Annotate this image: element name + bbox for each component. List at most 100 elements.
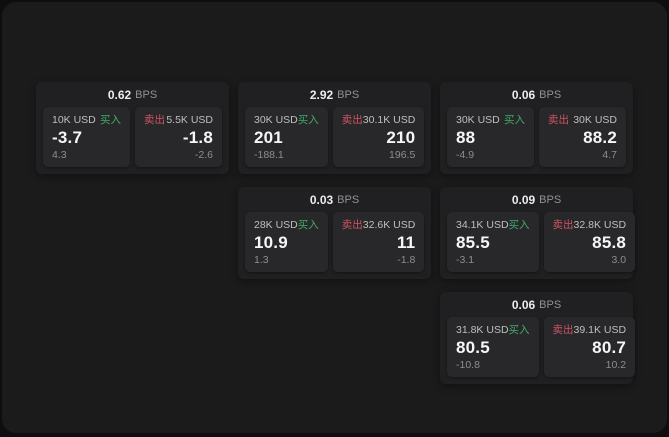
card-header: 2.92 BPS: [238, 82, 431, 107]
card-header: 0.62 BPS: [36, 82, 229, 107]
buy-quote-panel[interactable]: 34.1K USD 买入 85.5 -3.1: [447, 212, 539, 272]
sell-amount: 32.6K USD: [362, 219, 416, 231]
buy-side-label: 买入: [508, 324, 530, 336]
buy-amount: 30K USD: [254, 114, 298, 126]
buy-price: 80.5: [456, 338, 490, 357]
sell-quote-panel[interactable]: 卖出 5.5K USD -1.8 -2.6: [135, 107, 222, 167]
bps-value: 2.92: [309, 87, 334, 102]
buy-quote-panel[interactable]: 31.8K USD 买入 80.5 -10.8: [447, 317, 539, 377]
sell-price: 80.7: [592, 338, 627, 357]
sell-quote-panel[interactable]: 卖出 32.8K USD 85.8 3.0: [543, 212, 636, 272]
buy-quote-panel[interactable]: 30K USD 买入 201 -188.1: [245, 107, 328, 167]
buy-panel-top: 28K USD 买入: [254, 219, 319, 231]
sell-price: -1.8: [182, 128, 213, 147]
sell-panel-top: 卖出 30.1K USD: [342, 114, 416, 126]
bps-value: 0.62: [107, 87, 132, 102]
buy-amount: 30K USD: [456, 114, 500, 126]
card-body: 34.1K USD 买入 85.5 -3.1 卖出 32.8K USD 85.8…: [447, 212, 636, 272]
sell-quote-panel[interactable]: 卖出 32.6K USD 11 -1.8: [332, 212, 425, 272]
sell-price: 11: [396, 233, 416, 252]
buy-price: -3.7: [52, 128, 83, 147]
buy-change: 1.3: [254, 254, 269, 266]
buy-side-label: 买入: [100, 114, 121, 126]
bps-value: 0.03: [309, 192, 334, 207]
bps-unit-label: BPS: [539, 298, 562, 311]
sell-change: 4.7: [602, 149, 617, 161]
sell-panel-top: 卖出 30K USD: [548, 114, 617, 126]
card-body: 30K USD 买入 201 -188.1 卖出 30.1K USD 210 1…: [245, 107, 425, 167]
bps-quote-card: 0.09 BPS 34.1K USD 买入 85.5 -3.1 卖出 32.8K…: [440, 187, 636, 279]
sell-side-label: 卖出: [548, 114, 569, 126]
buy-side-label: 买入: [508, 219, 530, 231]
sell-side-label: 卖出: [144, 114, 165, 126]
bps-unit-label: BPS: [539, 88, 562, 101]
card-header: 0.06 BPS: [440, 292, 633, 317]
buy-change: -4.9: [456, 149, 475, 161]
buy-panel-top: 34.1K USD 买入: [456, 219, 530, 231]
buy-side-label: 买入: [297, 219, 319, 231]
sell-quote-panel[interactable]: 卖出 30.1K USD 210 196.5: [332, 107, 425, 167]
sell-panel-top: 卖出 32.6K USD: [342, 219, 416, 231]
sell-change: 3.0: [611, 254, 627, 266]
buy-panel-top: 10K USD 买入: [52, 114, 121, 126]
sell-side-label: 卖出: [552, 324, 574, 336]
bps-value: 0.06: [511, 297, 536, 312]
sell-price: 88.2: [583, 128, 617, 147]
sell-panel-top: 卖出 39.1K USD: [553, 324, 627, 336]
sell-price: 85.8: [592, 233, 627, 252]
sell-amount: 5.5K USD: [166, 114, 213, 126]
sell-change: 10.2: [605, 359, 627, 371]
buy-amount: 34.1K USD: [456, 219, 509, 231]
buy-panel-top: 31.8K USD 买入: [456, 324, 530, 336]
card-body: 30K USD 买入 88 -4.9 卖出 30K USD 88.2 4.7: [447, 107, 626, 167]
bps-unit-label: BPS: [135, 88, 158, 101]
buy-side-label: 买入: [297, 114, 319, 126]
bps-unit-label: BPS: [337, 193, 360, 206]
sell-amount: 30K USD: [573, 114, 617, 126]
sell-change: -1.8: [397, 254, 416, 266]
buy-amount: 28K USD: [254, 219, 298, 231]
card-body: 28K USD 买入 10.9 1.3 卖出 32.6K USD 11 -1.8: [245, 212, 425, 272]
card-header: 0.06 BPS: [440, 82, 633, 107]
buy-change: -10.8: [456, 359, 480, 371]
bps-quote-card: 0.06 BPS 31.8K USD 买入 80.5 -10.8 卖出 39.1…: [440, 292, 636, 384]
bps-value: 0.06: [511, 87, 536, 102]
sell-side-label: 卖出: [341, 114, 363, 126]
buy-price: 85.5: [456, 233, 490, 252]
sell-panel-top: 卖出 5.5K USD: [144, 114, 213, 126]
bps-unit-label: BPS: [337, 88, 360, 101]
buy-amount: 10K USD: [52, 114, 96, 126]
bps-value: 0.09: [511, 192, 536, 207]
buy-amount: 31.8K USD: [456, 324, 509, 336]
sell-price: 210: [386, 128, 416, 147]
buy-change: -3.1: [456, 254, 475, 266]
sell-amount: 32.8K USD: [573, 219, 627, 231]
sell-side-label: 卖出: [552, 219, 574, 231]
buy-panel-top: 30K USD 买入: [456, 114, 525, 126]
bps-quote-card: 2.92 BPS 30K USD 买入 201 -188.1 卖出 30.1K …: [238, 82, 431, 174]
card-header: 0.09 BPS: [440, 187, 633, 212]
bps-unit-label: BPS: [539, 193, 562, 206]
sell-change: -2.6: [194, 149, 213, 161]
sell-quote-panel[interactable]: 卖出 30K USD 88.2 4.7: [539, 107, 626, 167]
buy-change: 4.3: [52, 149, 67, 161]
card-body: 10K USD 买入 -3.7 4.3 卖出 5.5K USD -1.8 -2.…: [43, 107, 222, 167]
buy-side-label: 买入: [504, 114, 525, 126]
buy-quote-panel[interactable]: 28K USD 买入 10.9 1.3: [245, 212, 328, 272]
buy-quote-panel[interactable]: 10K USD 买入 -3.7 4.3: [43, 107, 130, 167]
buy-panel-top: 30K USD 买入: [254, 114, 319, 126]
card-header: 0.03 BPS: [238, 187, 431, 212]
sell-change: 196.5: [389, 149, 416, 161]
buy-price: 10.9: [254, 233, 288, 252]
quote-cards-grid: 0.62 BPS 10K USD 买入 -3.7 4.3 卖出 5.5K USD…: [36, 82, 636, 384]
buy-change: -188.1: [254, 149, 284, 161]
sell-panel-top: 卖出 32.8K USD: [553, 219, 627, 231]
buy-price: 88: [456, 128, 476, 147]
buy-price: 201: [254, 128, 283, 147]
sell-quote-panel[interactable]: 卖出 39.1K USD 80.7 10.2: [543, 317, 636, 377]
sell-side-label: 卖出: [341, 219, 363, 231]
card-body: 31.8K USD 买入 80.5 -10.8 卖出 39.1K USD 80.…: [447, 317, 636, 377]
bps-quote-card: 0.03 BPS 28K USD 买入 10.9 1.3 卖出 32.6K US…: [238, 187, 431, 279]
buy-quote-panel[interactable]: 30K USD 买入 88 -4.9: [447, 107, 534, 167]
sell-amount: 30.1K USD: [362, 114, 416, 126]
